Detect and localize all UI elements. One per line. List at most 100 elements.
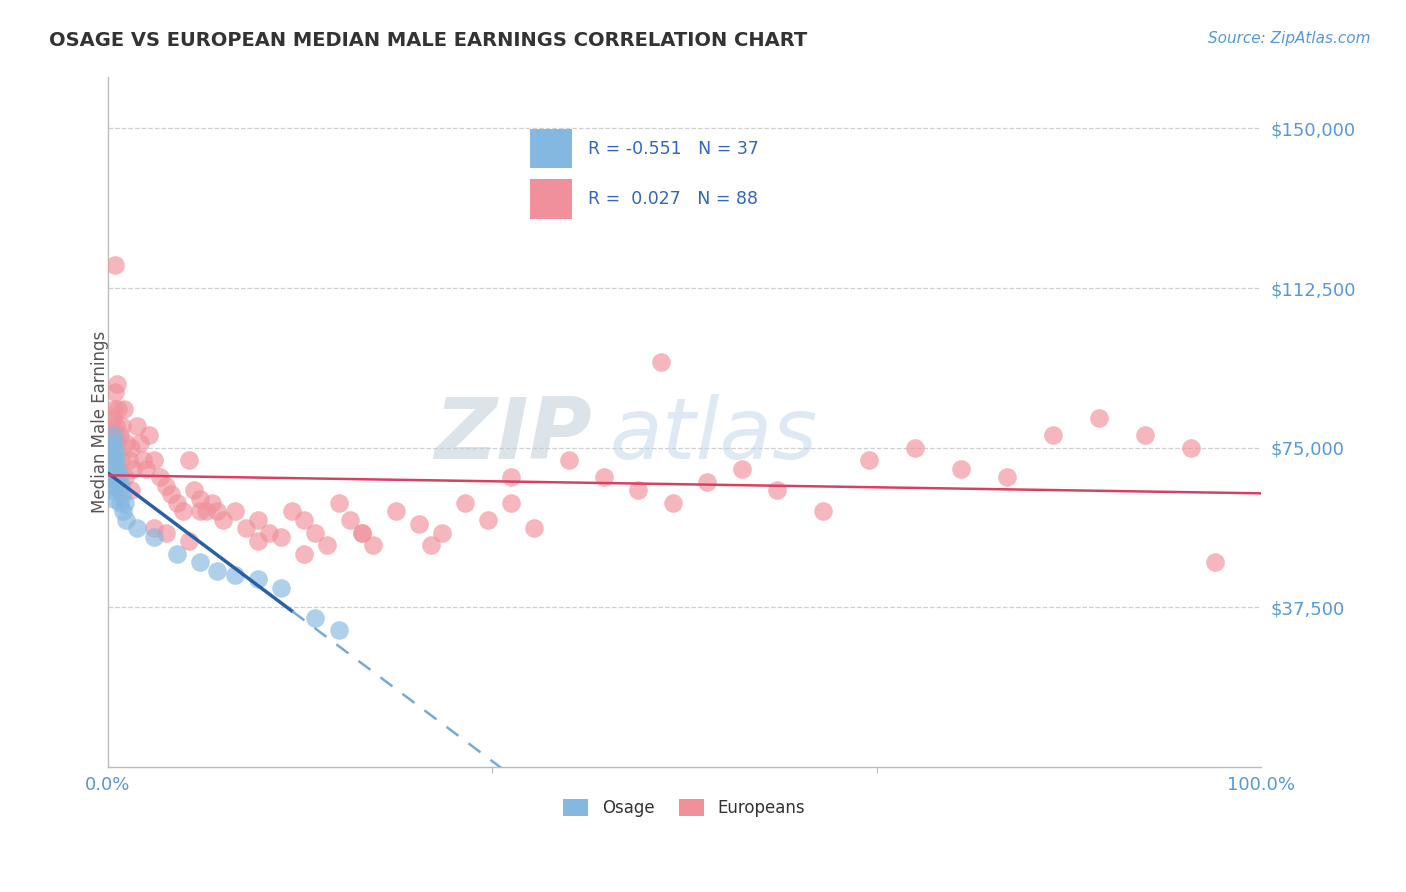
Point (111, 504, 134, 518)
Point (104, 479, 127, 493)
Point (107, 402, 129, 417)
Point (101, 444, 124, 458)
Point (101, 436, 124, 450)
Point (105, 470, 128, 484)
Point (105, 376, 128, 391)
Point (120, 483, 142, 497)
Point (112, 402, 135, 417)
Point (1042, 427, 1064, 442)
Point (105, 462, 128, 476)
Point (166, 547, 188, 561)
Point (432, 525, 454, 540)
Point (235, 521, 257, 535)
Point (385, 504, 408, 518)
Point (115, 436, 138, 450)
Point (160, 487, 183, 501)
Point (281, 504, 304, 518)
Point (108, 496, 131, 510)
Point (501, 470, 523, 484)
Point (177, 453, 200, 467)
Point (138, 427, 160, 442)
Point (103, 470, 125, 484)
Point (103, 453, 125, 467)
Point (259, 525, 281, 540)
Point (104, 385, 127, 400)
Point (125, 419, 148, 434)
Text: atlas: atlas (609, 394, 817, 477)
Point (125, 521, 148, 535)
Point (207, 504, 229, 518)
Point (501, 496, 523, 510)
Point (1135, 427, 1157, 442)
Point (118, 453, 141, 467)
Point (105, 419, 128, 434)
Point (662, 496, 685, 510)
Point (183, 483, 205, 497)
Point (105, 436, 128, 450)
Point (304, 610, 326, 624)
Point (98, 453, 121, 467)
Point (100, 462, 122, 476)
Point (328, 496, 350, 510)
Point (523, 521, 546, 535)
Point (811, 504, 834, 518)
Point (316, 538, 339, 552)
Point (129, 436, 152, 450)
Point (1180, 441, 1202, 455)
Point (100, 441, 122, 455)
Point (188, 555, 211, 569)
Point (1204, 555, 1226, 569)
Point (696, 475, 718, 489)
Point (108, 427, 131, 442)
Point (155, 525, 177, 540)
Point (292, 513, 315, 527)
Point (135, 462, 157, 476)
Point (100, 483, 122, 497)
Point (115, 513, 138, 527)
Point (103, 436, 125, 450)
Point (103, 427, 125, 442)
Point (101, 410, 124, 425)
Point (731, 462, 754, 476)
Point (328, 624, 350, 638)
Point (143, 521, 166, 535)
Point (858, 453, 880, 467)
Point (477, 513, 499, 527)
Point (650, 355, 672, 369)
Point (454, 496, 477, 510)
Point (177, 534, 200, 549)
Point (101, 479, 124, 493)
Point (98, 470, 121, 484)
Text: ZIP: ZIP (434, 394, 592, 477)
Point (207, 564, 229, 578)
Point (103, 491, 125, 506)
Point (419, 538, 441, 552)
Point (111, 487, 134, 501)
Point (592, 470, 614, 484)
Point (627, 483, 650, 497)
Point (949, 462, 972, 476)
Point (155, 479, 177, 493)
Point (107, 470, 129, 484)
Point (408, 517, 430, 532)
Point (304, 525, 326, 540)
Point (131, 453, 153, 467)
Point (361, 538, 384, 552)
Point (122, 462, 145, 476)
Text: OSAGE VS EUROPEAN MEDIAN MALE EARNINGS CORRELATION CHART: OSAGE VS EUROPEAN MEDIAN MALE EARNINGS C… (49, 31, 807, 50)
Text: Source: ZipAtlas.com: Source: ZipAtlas.com (1208, 31, 1371, 46)
Point (101, 462, 124, 476)
Point (114, 470, 136, 484)
Point (350, 525, 373, 540)
Point (111, 419, 134, 434)
Point (166, 496, 188, 510)
Point (224, 568, 246, 582)
Point (558, 453, 581, 467)
Point (100, 419, 122, 434)
Point (212, 513, 235, 527)
Point (110, 453, 132, 467)
Point (110, 479, 132, 493)
Point (108, 470, 131, 484)
Legend: Osage, Europeans: Osage, Europeans (557, 792, 811, 823)
Point (143, 453, 166, 467)
